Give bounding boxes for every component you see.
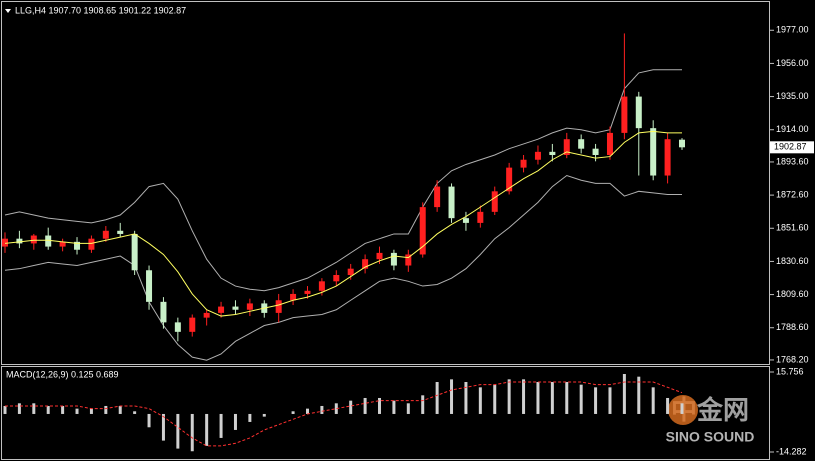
candle-body <box>30 235 37 244</box>
candle-body <box>491 191 498 212</box>
y-tick-label: 1935.00 <box>776 91 809 101</box>
candle-body <box>578 139 585 149</box>
candle-body <box>290 293 297 301</box>
candle-body <box>650 128 657 176</box>
candle-body <box>534 151 541 160</box>
candle-body <box>549 151 556 155</box>
candle-body <box>635 96 642 129</box>
macd-frame <box>1 366 770 460</box>
candle-body <box>246 303 253 310</box>
y2-tick-label: 15.756 <box>776 366 804 376</box>
y2-tick-label: -14.282 <box>776 446 807 456</box>
candle-body <box>376 252 383 260</box>
candle-body <box>275 300 282 313</box>
candle-body <box>74 241 81 250</box>
candle-body <box>318 281 325 291</box>
macd-title: MACD(12,26,9) 0.125 0.689 <box>6 369 119 379</box>
candle-body <box>563 139 570 155</box>
moving-average <box>4 130 682 317</box>
candle-body <box>462 218 469 223</box>
candle-body <box>189 317 196 332</box>
candle-body <box>347 268 354 275</box>
y-tick-label: 1809.60 <box>776 289 809 299</box>
price-tag: 1902.87 <box>774 142 807 152</box>
y-tick-label: 1914.00 <box>776 124 809 134</box>
y-tick-label: 1893.60 <box>776 156 809 166</box>
candle-body <box>146 270 153 302</box>
y-tick-label: 1872.60 <box>776 189 809 199</box>
candle-body <box>203 312 210 318</box>
candle-body <box>160 301 167 323</box>
candle-body <box>218 306 225 313</box>
candle-body <box>506 167 513 192</box>
candle-body <box>419 207 426 255</box>
candle-body <box>2 238 8 247</box>
candle-body <box>174 322 181 332</box>
band-upper <box>4 69 682 292</box>
candle-body <box>592 148 599 155</box>
candle-body <box>520 159 527 168</box>
y-tick-label: 1788.60 <box>776 322 809 332</box>
candle-body <box>304 290 311 294</box>
candle-body <box>362 259 369 269</box>
candle-body <box>664 139 671 176</box>
candle-body <box>333 275 340 282</box>
candle-body <box>59 241 66 247</box>
candle-body <box>390 252 397 266</box>
y-tick-label: 1977.00 <box>776 25 809 35</box>
candle-body <box>434 186 441 208</box>
y-tick-label: 1851.60 <box>776 223 809 233</box>
candle-body <box>232 306 239 310</box>
chart-title: LLG,H4 1907.70 1908.65 1901.22 1902.87 <box>15 5 186 15</box>
candle-body <box>621 96 628 133</box>
candle-body <box>88 238 95 250</box>
y-tick-label: 1956.00 <box>776 58 809 68</box>
y-tick-label: 1830.60 <box>776 256 809 266</box>
candle-body <box>117 230 124 234</box>
menu-icon[interactable] <box>5 9 11 13</box>
macd-signal <box>5 381 683 447</box>
candle-body <box>606 132 613 155</box>
candle-body <box>16 238 23 244</box>
candle-body <box>131 233 138 271</box>
band-lower <box>4 174 682 361</box>
candle-body <box>405 254 412 266</box>
price-tag-box <box>770 141 814 154</box>
candle-body <box>102 230 109 239</box>
candle-body <box>477 211 484 223</box>
main-frame <box>1 1 770 365</box>
candle-body <box>448 186 455 219</box>
candle-body <box>45 235 52 247</box>
y-tick-label: 1768.20 <box>776 354 809 364</box>
watermark-sub: SINO SOUND <box>666 429 755 445</box>
candle-body <box>679 139 685 148</box>
